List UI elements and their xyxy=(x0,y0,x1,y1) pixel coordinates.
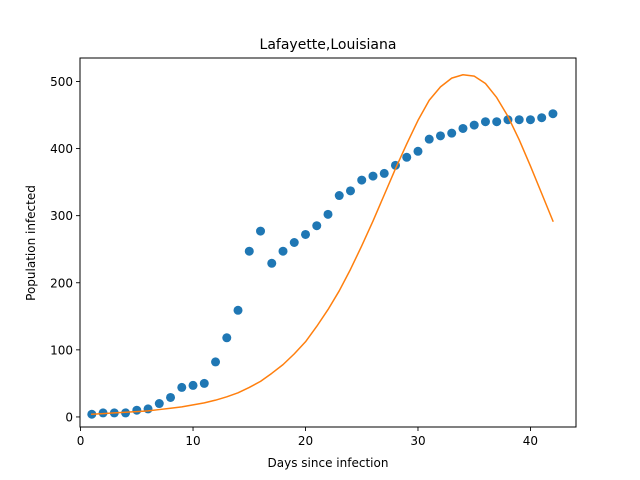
data-point xyxy=(154,399,164,409)
y-tick-label: 500 xyxy=(50,75,73,89)
y-tick-label: 300 xyxy=(50,209,73,223)
data-point xyxy=(379,168,389,178)
x-axis-label: Days since infection xyxy=(268,456,389,470)
data-point xyxy=(480,117,490,127)
y-tick-label: 200 xyxy=(50,276,73,290)
data-point xyxy=(132,405,142,415)
data-point xyxy=(166,392,176,402)
data-point xyxy=(525,115,535,125)
data-point xyxy=(289,238,299,247)
axes-frame xyxy=(79,57,577,428)
data-point xyxy=(233,305,243,315)
data-point xyxy=(368,171,378,181)
x-tick-label: 20 xyxy=(298,434,313,448)
data-point xyxy=(199,378,209,388)
data-point xyxy=(143,404,153,414)
data-point xyxy=(211,357,221,367)
data-point xyxy=(256,226,266,236)
x-tick-label: 0 xyxy=(77,434,85,448)
data-point xyxy=(177,382,187,392)
data-point xyxy=(312,221,322,231)
data-point xyxy=(267,258,277,268)
plot-area xyxy=(87,74,558,419)
data-point xyxy=(548,109,558,119)
data-point xyxy=(402,152,412,162)
data-point xyxy=(469,120,479,130)
data-point xyxy=(323,209,333,219)
data-point xyxy=(334,191,344,201)
chart-title: Lafayette,Louisiana xyxy=(260,37,397,53)
data-point xyxy=(424,134,434,144)
data-point xyxy=(301,229,311,239)
data-point xyxy=(345,186,355,196)
data-point xyxy=(435,131,445,141)
x-tick-label: 10 xyxy=(185,434,200,448)
y-axis-label: Population infected xyxy=(24,185,38,301)
data-point xyxy=(278,246,288,256)
data-point xyxy=(222,333,232,343)
series-line-1 xyxy=(91,74,554,416)
x-tick-label: 30 xyxy=(410,434,425,448)
data-point xyxy=(537,113,547,123)
data-point xyxy=(357,175,367,185)
data-point xyxy=(492,117,502,127)
y-tick-label: 0 xyxy=(65,410,73,424)
data-point xyxy=(188,380,198,390)
y-tick-label: 100 xyxy=(50,343,73,357)
data-point xyxy=(447,128,457,138)
data-point xyxy=(244,246,254,256)
data-point xyxy=(413,146,423,156)
data-point xyxy=(514,115,524,125)
y-tick-label: 400 xyxy=(50,142,73,156)
x-tick-label: 40 xyxy=(523,434,538,448)
data-point xyxy=(458,123,468,133)
